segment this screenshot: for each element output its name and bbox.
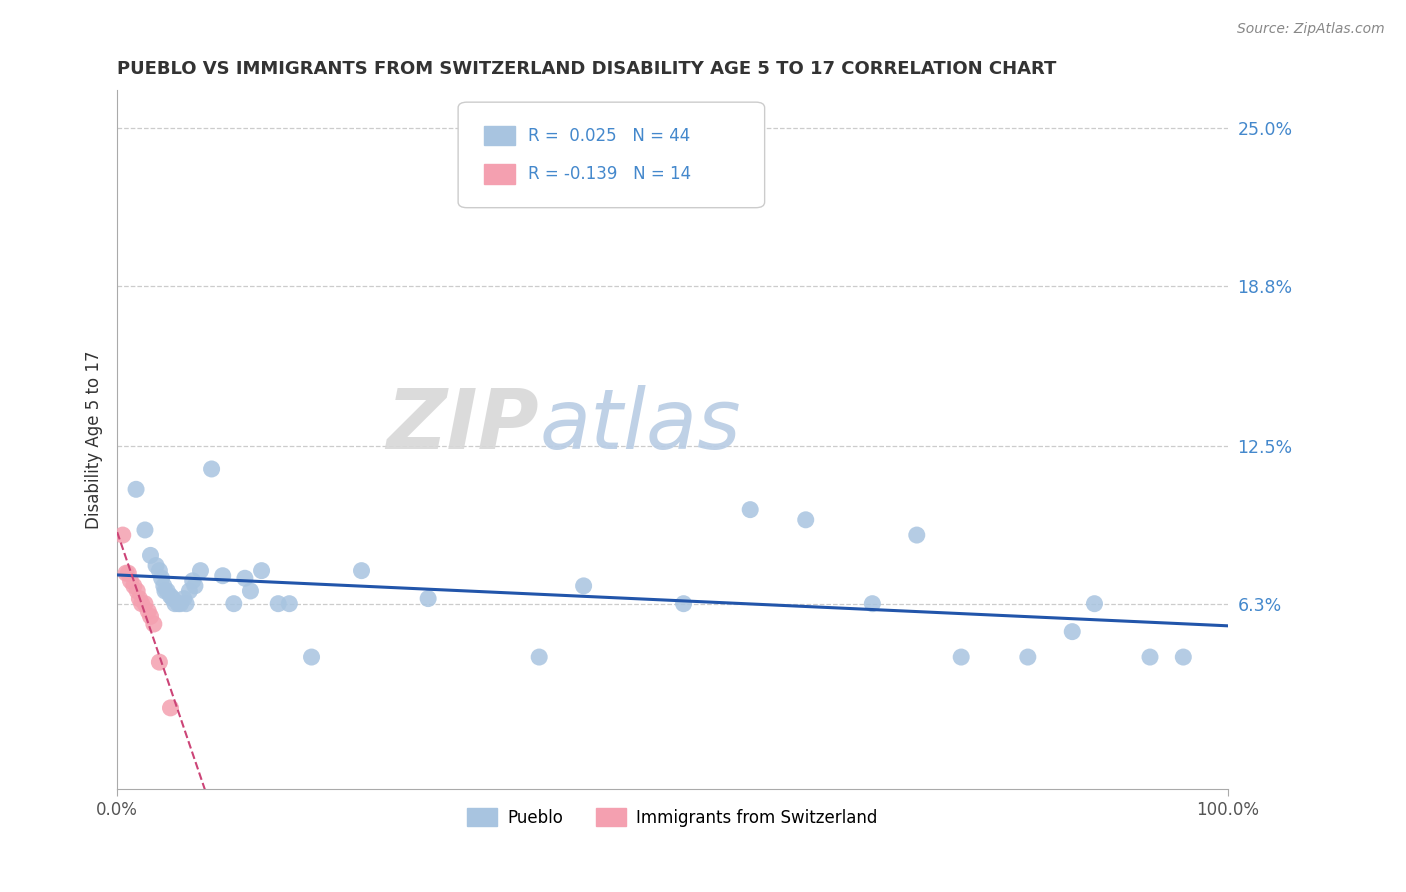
Point [572,579,595,593]
Point [131,597,153,611]
Point [122,579,145,593]
Point [134,523,156,537]
Point [950,650,973,665]
Point [120,574,142,588]
Point [169,597,191,611]
Point [184,579,207,593]
Point [156,584,179,599]
Point [163,597,186,611]
Point [527,650,550,665]
Point [174,597,197,611]
Point [1173,650,1195,665]
Point [1139,650,1161,665]
Point [159,589,181,603]
Point [1062,624,1084,639]
Text: R = -0.139   N = 14: R = -0.139 N = 14 [529,165,692,183]
Point [190,564,212,578]
Text: ZIP: ZIP [387,385,538,467]
Point [127,584,149,599]
Point [179,584,201,599]
Point [162,591,184,606]
Point [159,701,181,715]
Point [142,617,165,632]
Point [350,564,373,578]
Legend: Pueblo, Immigrants from Switzerland: Pueblo, Immigrants from Switzerland [461,802,884,833]
Point [167,597,190,611]
Point [200,462,222,476]
Point [134,597,156,611]
Point [181,574,204,588]
Point [153,584,176,599]
Point [145,558,167,573]
Point [139,549,162,563]
Point [153,579,176,593]
Point [418,591,440,606]
Bar [484,164,515,184]
Point [905,528,928,542]
Point [222,597,245,611]
Point [136,604,159,618]
Bar [484,126,515,145]
Point [740,502,762,516]
Point [111,528,134,542]
Point [860,597,883,611]
Text: PUEBLO VS IMMIGRANTS FROM SWITZERLAND DISABILITY AGE 5 TO 17 CORRELATION CHART: PUEBLO VS IMMIGRANTS FROM SWITZERLAND DI… [117,60,1056,78]
Point [278,597,301,611]
Text: Source: ZipAtlas.com: Source: ZipAtlas.com [1237,22,1385,37]
Point [148,564,170,578]
Point [125,483,148,497]
Point [211,568,233,582]
Text: R =  0.025   N = 44: R = 0.025 N = 44 [529,127,690,145]
Point [239,584,262,599]
Point [301,650,323,665]
Text: atlas: atlas [538,385,741,467]
Point [173,591,195,606]
Point [150,571,173,585]
Point [117,566,139,581]
Point [128,591,150,606]
Point [115,566,138,581]
Point [267,597,290,611]
Point [139,609,162,624]
FancyBboxPatch shape [458,103,765,208]
Point [250,564,273,578]
Y-axis label: Disability Age 5 to 17: Disability Age 5 to 17 [86,351,103,529]
Point [672,597,695,611]
Point [1017,650,1039,665]
Point [1083,597,1105,611]
Point [794,513,817,527]
Point [233,571,256,585]
Point [148,655,170,669]
